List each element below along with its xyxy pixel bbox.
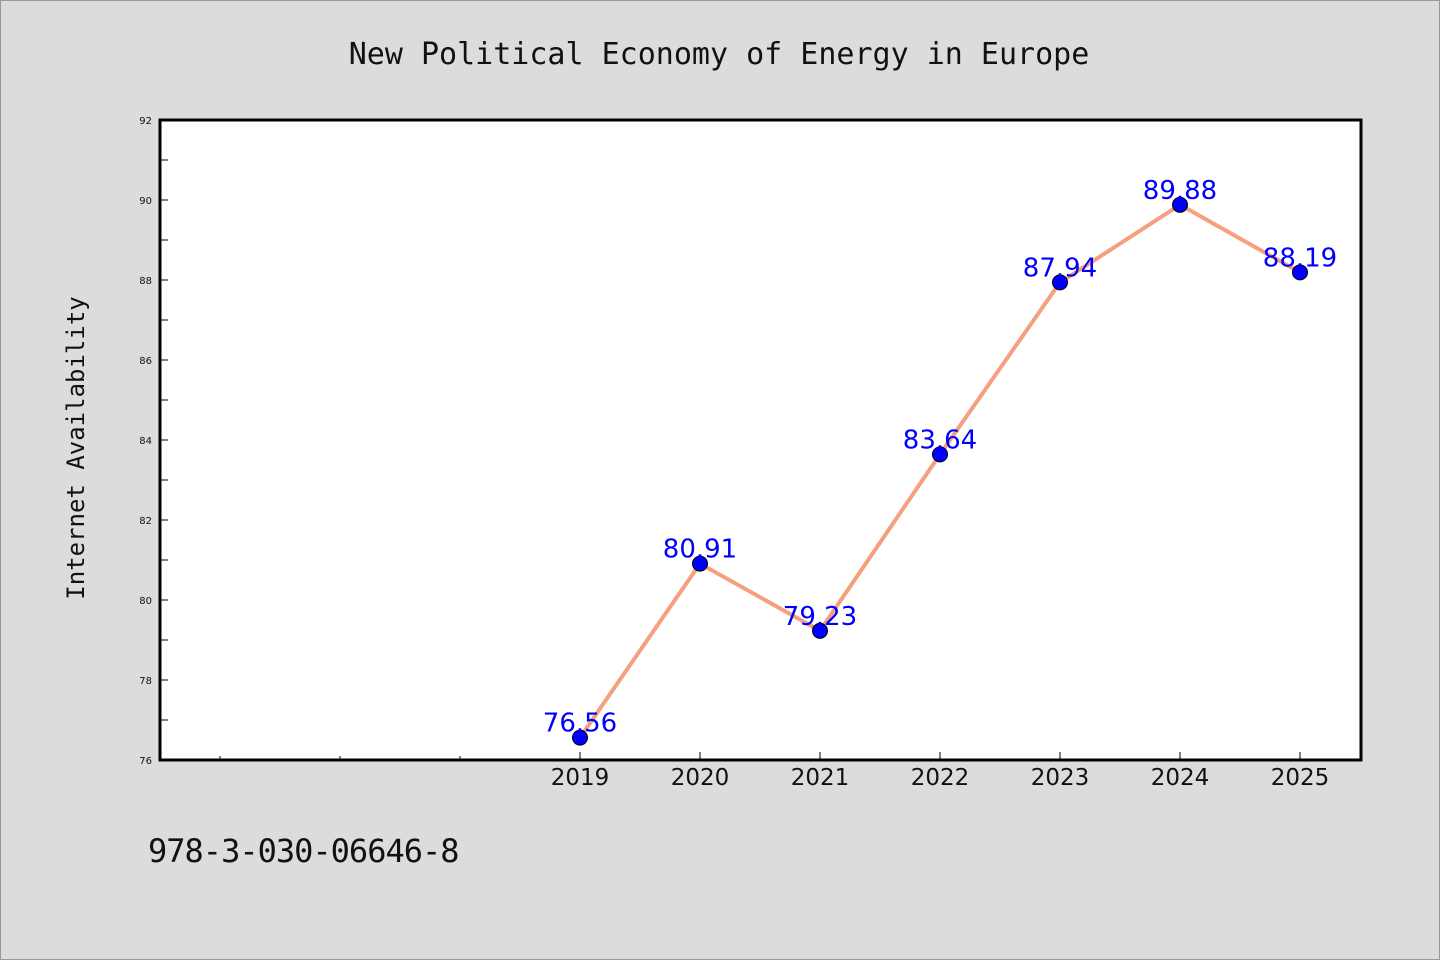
x-tick-label: 2023 [1031, 765, 1090, 791]
x-tick-label: 2022 [911, 765, 970, 791]
data-label: 89.88 [1143, 176, 1217, 206]
y-axis-label: Internet Availability [62, 296, 90, 599]
chart-title: New Political Economy of Energy in Europ… [349, 37, 1090, 72]
data-point [1172, 196, 1188, 213]
y-tick-label: 78 [139, 676, 152, 687]
data-point [572, 729, 588, 746]
plot-area [158, 118, 1363, 762]
data-label: 76.56 [543, 709, 617, 739]
y-tick-label: 82 [139, 516, 152, 527]
y-tick-label: 76 [139, 756, 152, 767]
x-tick-label: 2019 [551, 765, 610, 791]
x-tick-label: 2021 [791, 765, 850, 791]
x-tick-label: 2025 [1271, 765, 1330, 791]
data-point [1292, 264, 1308, 281]
x-tick-label: 2020 [671, 765, 730, 791]
y-tick-label: 86 [139, 356, 152, 367]
data-label: 79.23 [783, 602, 857, 632]
y-tick-label: 84 [139, 436, 152, 447]
data-point [1052, 274, 1068, 291]
y-tick-label: 80 [139, 596, 152, 607]
isbn-footnote: 978-3-030-06646-8 [148, 832, 460, 870]
data-label: 80.91 [663, 535, 737, 565]
data-label: 87.94 [1023, 253, 1097, 283]
y-tick-label: 88 [139, 276, 152, 287]
data-point [812, 622, 828, 639]
data-point [932, 446, 948, 463]
data-label: 83.64 [903, 425, 977, 455]
data-label: 88.19 [1263, 243, 1337, 273]
y-tick-label: 90 [139, 196, 152, 207]
x-tick-label: 2024 [1151, 765, 1210, 791]
data-point [692, 555, 708, 572]
y-tick-label: 92 [139, 116, 152, 127]
